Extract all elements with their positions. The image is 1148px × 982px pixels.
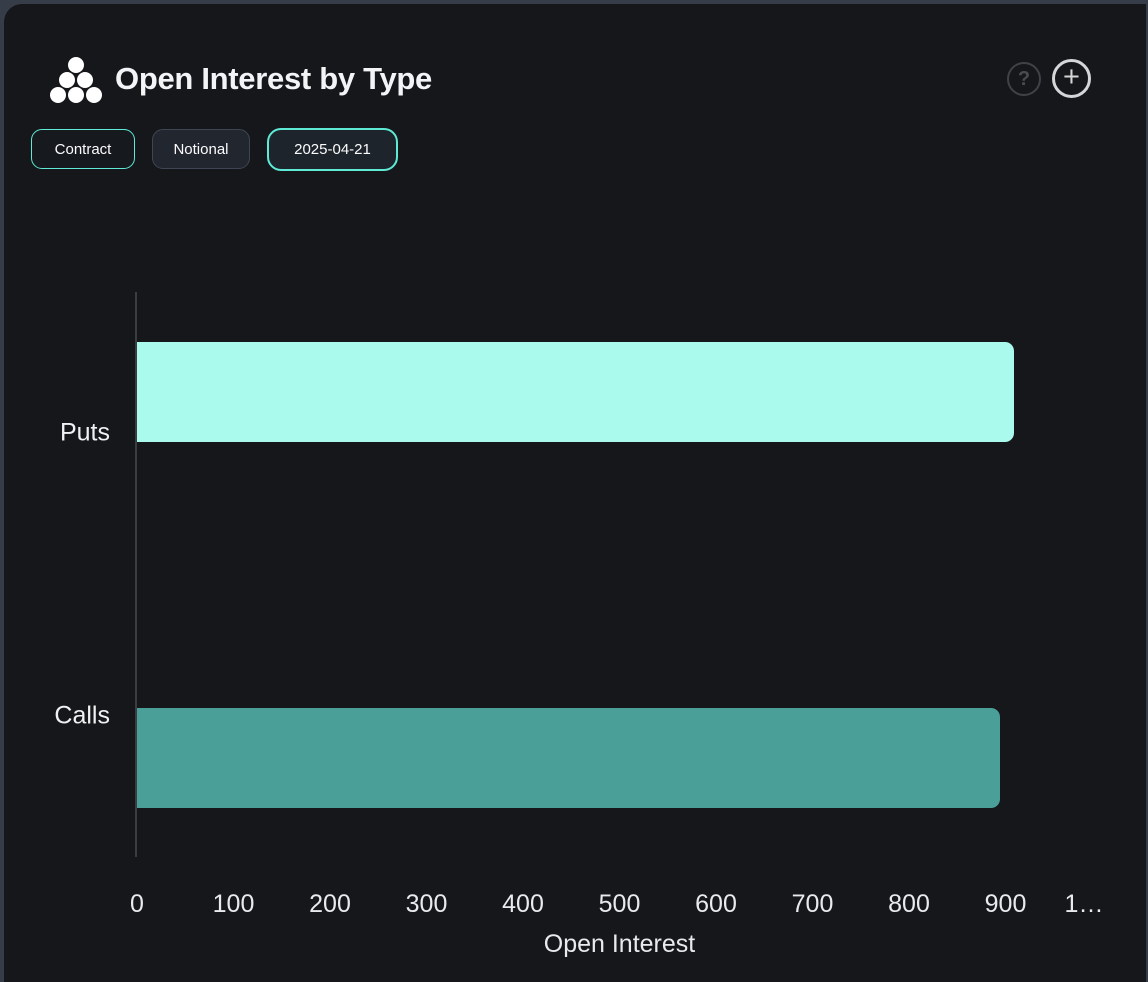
x-tick-1000: 1…	[1064, 890, 1104, 918]
x-axis-ticks: 0 100 200 300 400 500 600 700 800 900 1…	[130, 890, 1104, 922]
question-icon: ?	[1017, 67, 1031, 90]
x-tick-100: 100	[212, 890, 255, 918]
x-tick-300: 300	[405, 890, 448, 918]
category-label-puts: Puts	[59, 418, 110, 447]
x-tick-900: 900	[984, 890, 1027, 918]
x-tick-600: 600	[695, 890, 737, 918]
x-tick-200: 200	[309, 890, 351, 918]
x-tick-400: 400	[502, 890, 544, 918]
x-tick-700: 700	[791, 890, 834, 918]
x-axis-title: Open Interest	[543, 930, 696, 958]
y-axis-labels: Puts Calls	[4, 292, 110, 857]
cluster-dots-icon	[49, 56, 103, 104]
help-button[interactable]: ?	[1007, 62, 1041, 96]
category-label-calls: Calls	[54, 701, 110, 730]
plus-icon: +	[1063, 60, 1080, 93]
add-button[interactable]: +	[1052, 59, 1091, 98]
bar-calls[interactable]	[137, 707, 1000, 808]
x-tick-0: 0	[130, 890, 144, 918]
contract-toggle-button[interactable]: Contract	[31, 129, 135, 169]
plot-area	[135, 292, 1102, 857]
open-interest-panel: Open Interest by Type ? + Contract Notio…	[4, 4, 1146, 982]
x-tick-800: 800	[888, 890, 930, 918]
expiry-date-button[interactable]: 2025-04-21	[267, 128, 398, 171]
bar-puts[interactable]	[137, 341, 1015, 442]
notional-toggle-button[interactable]: Notional	[152, 129, 250, 169]
page-title: Open Interest by Type	[115, 61, 432, 96]
x-tick-500: 500	[598, 890, 641, 918]
